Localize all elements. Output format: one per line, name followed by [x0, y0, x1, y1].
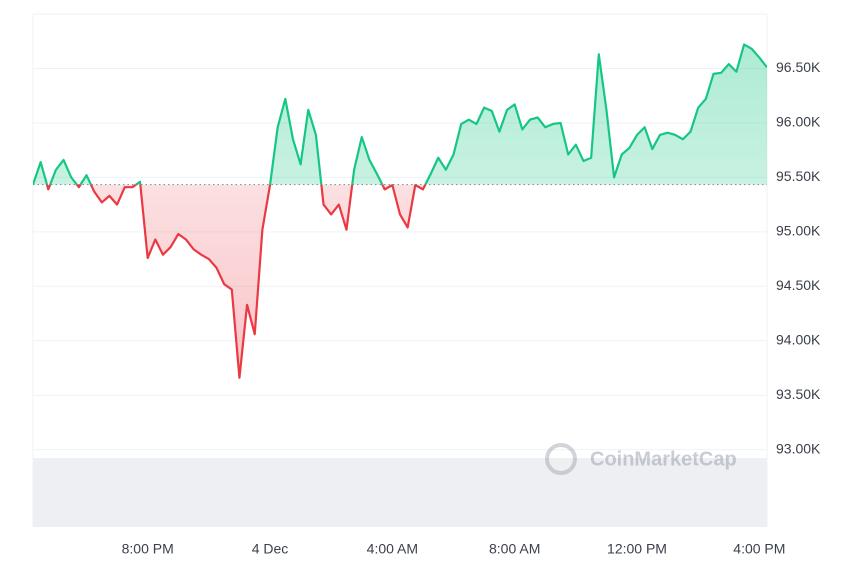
watermark-logo [545, 443, 577, 475]
area-up [33, 44, 767, 185]
volume-area [33, 458, 767, 527]
y-tick-label: 95.00K [776, 223, 821, 239]
price-line-down [33, 184, 427, 379]
x-tick-label: 4 Dec [252, 541, 289, 557]
x-tick-label: 4:00 AM [367, 541, 418, 557]
x-tick-label: 12:00 PM [607, 541, 667, 557]
watermark: CoinMarketCap [545, 443, 737, 475]
y-tick-label: 96.50K [776, 59, 821, 75]
y-tick-label: 96.00K [776, 114, 821, 130]
x-tick-label: 8:00 AM [489, 541, 540, 557]
price-line-up [33, 43, 767, 185]
y-tick-label: 95.50K [776, 168, 821, 184]
x-tick-label: 4:00 PM [733, 541, 785, 557]
area-down [46, 184, 426, 378]
y-tick-label: 94.00K [776, 331, 821, 347]
y-tick-label: 94.50K [776, 277, 821, 293]
y-tick-label: 93.00K [776, 440, 821, 456]
y-tick-label: 93.50K [776, 386, 821, 402]
x-tick-label: 8:00 PM [122, 541, 174, 557]
watermark-text: CoinMarketCap [590, 448, 737, 470]
